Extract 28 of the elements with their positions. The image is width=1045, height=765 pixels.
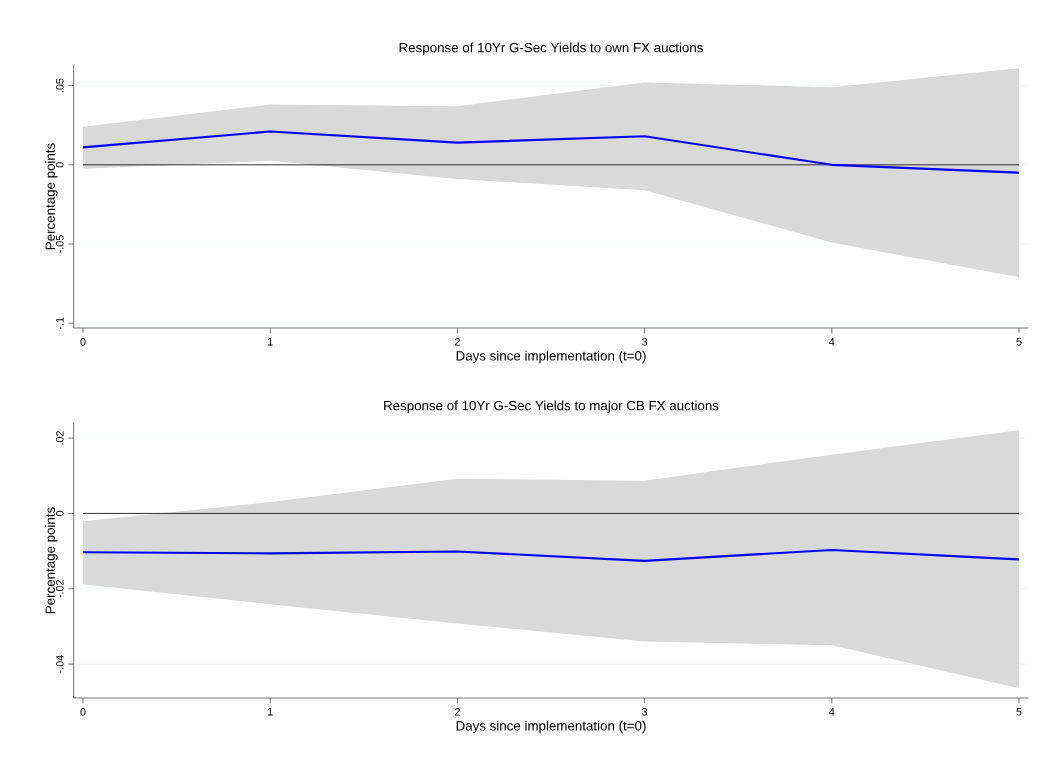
x-tick-label: 0 — [80, 338, 86, 346]
x-tick-label: 3 — [642, 338, 648, 346]
chart-title: Response of 10Yr G-Sec Yields to own FX auctions — [399, 42, 703, 55]
x-tick-label: 5 — [1016, 708, 1022, 716]
x-tick-label: 2 — [454, 338, 460, 346]
y-tick-label: -.04 — [56, 655, 64, 673]
x-tick-label: 1 — [268, 708, 273, 716]
x-tick-label: 3 — [642, 708, 648, 716]
x-tick-label: 1 — [268, 338, 273, 346]
x-tick-label: 5 — [1016, 338, 1022, 346]
y-axis-title: Percentage points — [45, 143, 58, 250]
line-series — [81, 130, 1021, 174]
y-axis-title: Percentage points — [45, 507, 58, 614]
y-tick-label: .02 — [56, 431, 64, 445]
x-tick-label: 4 — [829, 338, 835, 346]
line-series — [81, 548, 1021, 562]
x-tick-label: 0 — [80, 708, 86, 716]
chart-title: Response of 10Yr G-Sec Yields to major CB FX auctions — [384, 400, 719, 413]
y-tick-label: -.05 — [56, 235, 64, 253]
y-tick-label: -.1 — [56, 317, 64, 329]
y-tick-label: 0 — [56, 510, 64, 516]
y-tick-label: 0 — [56, 162, 64, 168]
x-tick-label: 2 — [454, 708, 460, 716]
y-tick-label: -.02 — [56, 580, 64, 598]
x-tick-label: 4 — [829, 708, 835, 716]
x-axis-title: Days since implementation (t=0) — [456, 350, 646, 364]
y-tick-label: .05 — [56, 78, 64, 93]
x-axis-title: Days since implementation (t=0) — [456, 720, 646, 734]
